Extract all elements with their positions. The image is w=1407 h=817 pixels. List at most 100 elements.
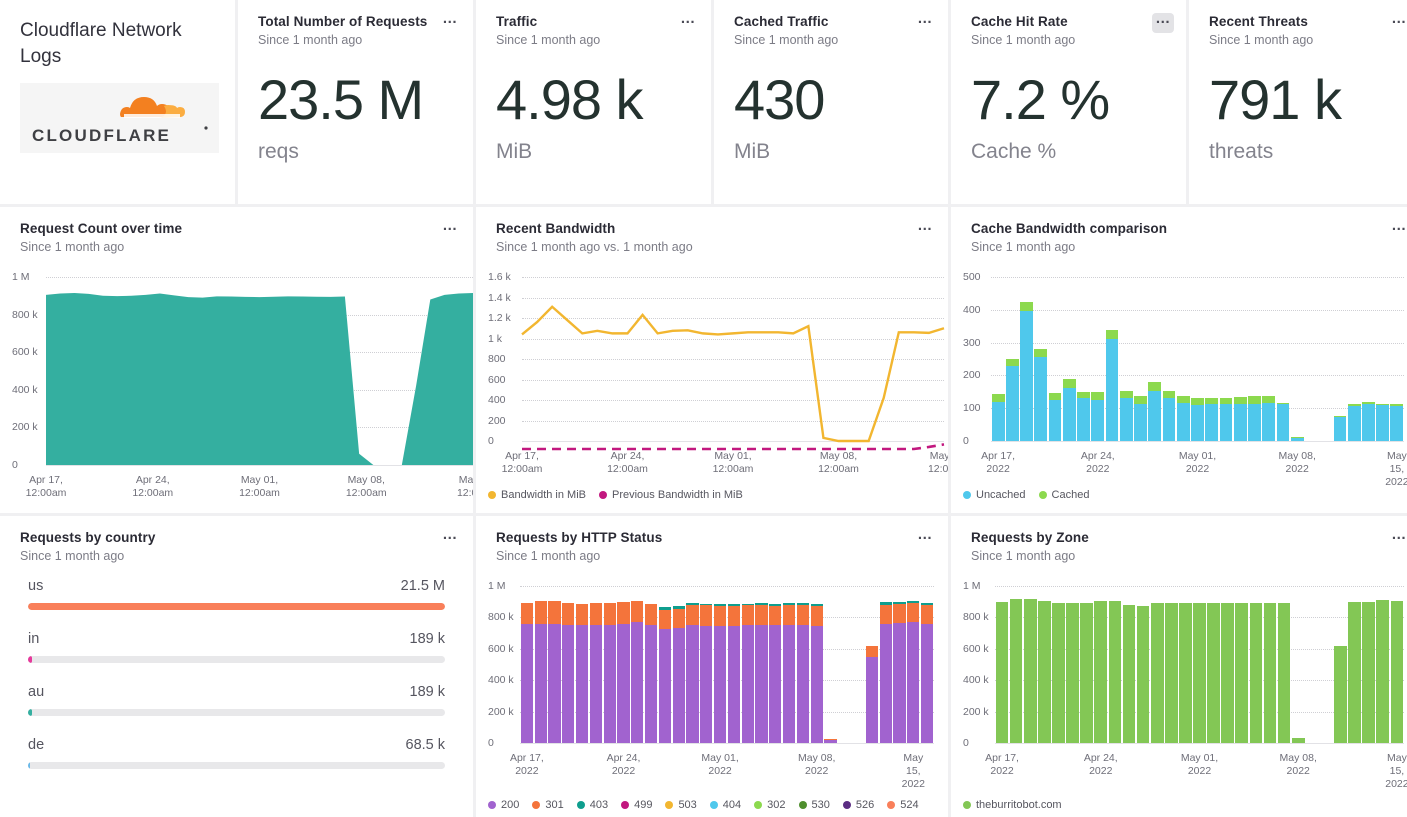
chart-requests-by-status[interactable]: 0 200 k 400 k 600 k 800 k 1 M Apr 17, 2022 Apr … [476, 568, 948, 817]
bar-column[interactable] [617, 601, 630, 743]
bar-column[interactable] [520, 602, 533, 743]
bar-column[interactable] [1094, 600, 1108, 743]
bar-column[interactable] [783, 602, 796, 743]
bar-column[interactable] [1347, 404, 1361, 441]
bar-column[interactable] [686, 602, 699, 743]
bar-column[interactable] [1148, 381, 1162, 441]
legend-item[interactable]: 530 [798, 799, 830, 811]
bar-column[interactable] [796, 603, 809, 743]
bar-column[interactable] [1052, 603, 1065, 743]
bar-column[interactable] [548, 600, 561, 743]
bar-column[interactable] [1362, 601, 1376, 743]
legend-item[interactable]: Previous Bandwidth in MiB [599, 489, 743, 501]
bar-column[interactable] [1122, 604, 1136, 743]
bar-column[interactable] [576, 603, 589, 743]
legend-item[interactable]: 301 [532, 799, 564, 811]
bar-column[interactable] [1105, 329, 1119, 441]
bar-column[interactable] [1119, 390, 1133, 441]
card-menu-icon[interactable]: … [680, 10, 696, 27]
card-menu-icon[interactable]: … [1152, 11, 1174, 33]
card-menu-icon[interactable]: … [917, 10, 933, 27]
bar-column[interactable] [1034, 349, 1048, 441]
bar-column[interactable] [769, 603, 782, 743]
bar-column[interactable] [1348, 601, 1361, 743]
bar-column[interactable] [1150, 602, 1164, 743]
bar-column[interactable] [1390, 600, 1404, 743]
bar-column[interactable] [1376, 600, 1390, 743]
legend-item[interactable]: 503 [665, 799, 697, 811]
bar-column[interactable] [727, 604, 740, 743]
bar-column[interactable] [907, 600, 920, 743]
bar-column[interactable] [1020, 302, 1033, 441]
country-row[interactable]: us 21.5 M [28, 578, 445, 610]
bar-column[interactable] [865, 645, 878, 743]
bar-column[interactable] [1262, 396, 1276, 441]
bar-column[interactable] [1291, 738, 1305, 743]
country-row[interactable]: in 189 k [28, 631, 445, 663]
card-menu-icon[interactable]: … [442, 526, 458, 543]
bar-column[interactable] [1038, 600, 1051, 743]
bar-column[interactable] [534, 600, 547, 743]
bar-column[interactable] [672, 605, 685, 743]
country-row[interactable]: au 189 k [28, 684, 445, 716]
bar-column[interactable] [1376, 403, 1390, 441]
bar-column[interactable] [1091, 392, 1105, 441]
bar-column[interactable] [1009, 599, 1023, 743]
bar-column[interactable] [1235, 602, 1249, 743]
bar-column[interactable] [1134, 396, 1147, 441]
bar-column[interactable] [1333, 416, 1347, 441]
bar-column[interactable] [991, 393, 1005, 441]
bar-column[interactable] [1276, 402, 1290, 441]
bar-column[interactable] [714, 604, 727, 743]
bar-column[interactable] [755, 602, 768, 743]
bar-column[interactable] [824, 739, 837, 743]
bar-column[interactable] [645, 603, 658, 743]
card-menu-icon[interactable]: … [1391, 217, 1407, 234]
card-menu-icon[interactable]: … [1391, 10, 1407, 27]
bar-column[interactable] [1334, 646, 1347, 743]
bar-column[interactable] [1108, 600, 1122, 743]
bar-column[interactable] [1023, 599, 1037, 743]
bar-column[interactable] [1290, 436, 1304, 441]
bar-column[interactable] [1176, 395, 1190, 441]
legend-item[interactable]: Bandwidth in MiB [488, 489, 586, 501]
bar-column[interactable] [1136, 605, 1150, 743]
chart-request-count[interactable]: 0 200 k 400 k 600 k 800 k 1 M Apr 17, 12:00am A… [0, 259, 473, 513]
legend-item[interactable]: theburritobot.com [963, 799, 1062, 811]
legend-item[interactable]: Cached [1038, 489, 1089, 501]
bar-column[interactable] [1248, 396, 1261, 441]
bar-column[interactable] [631, 601, 644, 743]
bar-column[interactable] [1207, 602, 1220, 743]
bar-column[interactable] [1164, 602, 1178, 743]
bar-column[interactable] [1263, 602, 1277, 743]
legend-item[interactable]: 403 [576, 799, 608, 811]
bar-column[interactable] [1219, 397, 1233, 441]
legend-item[interactable]: 404 [709, 799, 741, 811]
bar-column[interactable] [1048, 393, 1062, 441]
chart-requests-by-zone[interactable]: 0 200 k 400 k 600 k 800 k 1 M Apr 17, 2022 Apr … [951, 568, 1407, 817]
bar-column[interactable] [603, 602, 616, 743]
card-menu-icon[interactable]: … [1391, 526, 1407, 543]
bar-column[interactable] [1080, 602, 1093, 743]
bar-column[interactable] [741, 603, 754, 743]
chart-cache-bandwidth[interactable]: 0 100 200 300 400 500 Apr 17, 2022 Apr 24, 2022… [951, 259, 1407, 513]
bar-column[interactable] [1277, 602, 1291, 743]
legend-item[interactable]: 302 [754, 799, 786, 811]
bar-column[interactable] [589, 602, 602, 743]
legend-item[interactable]: 526 [842, 799, 874, 811]
bar-column[interactable] [810, 604, 823, 743]
bar-column[interactable] [1162, 391, 1176, 441]
country-row[interactable]: de 68.5 k [28, 737, 445, 769]
bar-column[interactable] [1193, 602, 1206, 743]
bar-column[interactable] [921, 602, 934, 743]
legend-item[interactable]: 524 [887, 799, 919, 811]
bar-column[interactable] [562, 602, 575, 743]
bar-column[interactable] [658, 606, 671, 743]
legend-item[interactable]: Uncached [963, 489, 1026, 501]
bar-column[interactable] [1221, 602, 1235, 743]
bar-column[interactable] [1005, 359, 1019, 441]
card-menu-icon[interactable]: … [917, 217, 933, 234]
chart-recent-bandwidth[interactable]: 0 200 400 600 800 1 k 1.2 k 1.4 k 1.6 k Apr 17, 1… [476, 259, 948, 513]
bar-column[interactable] [1077, 391, 1090, 441]
bar-column[interactable] [1191, 398, 1204, 441]
